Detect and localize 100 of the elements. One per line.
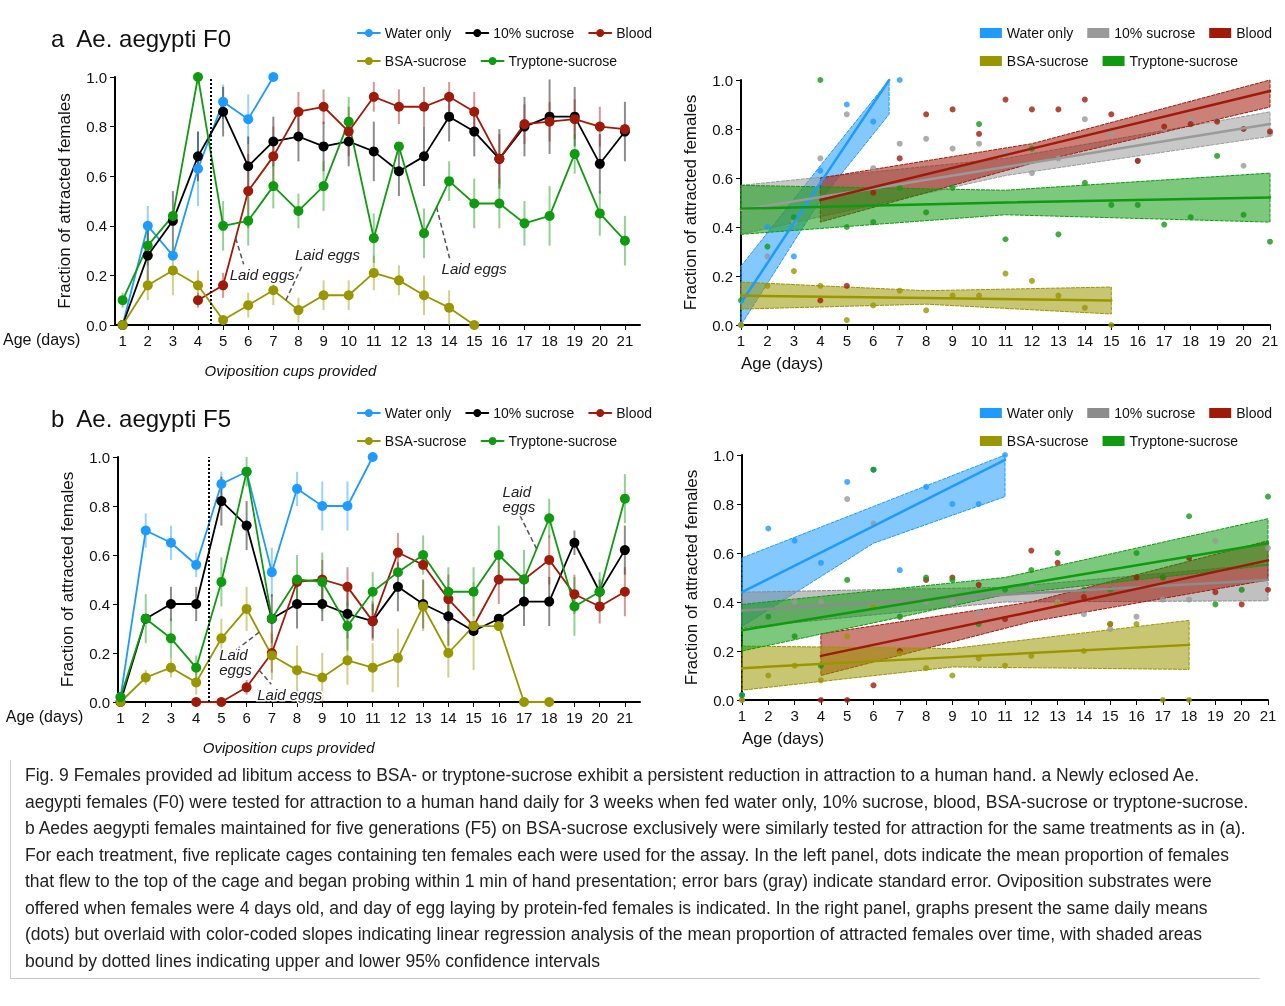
y-tick-label: 0.6 [89,546,110,564]
annotation: Laid eggs [294,245,361,263]
x-tick-label: 12 [389,709,407,726]
x-tick-label: 20 [1233,707,1251,724]
x-tick-label: 1 [737,707,747,724]
x-tick-label: 21 [616,332,634,349]
x-tick-label: 6 [869,707,878,724]
y-tick-label: 0.4 [712,218,733,236]
x-tick-label: 11 [364,709,381,726]
x-tick-label: 16 [491,332,508,349]
legend-label: BSA-sucrose [384,433,467,449]
x-tick-label: 18 [541,332,558,349]
x-tick-label: 10 [339,709,356,726]
legend-label: BSA-sucrose [1006,53,1089,69]
y-tick-label: 0.0 [713,691,734,709]
x-tick-label: 7 [267,709,276,726]
x-tick-label: 11 [997,332,1014,349]
x-tick-label: 15 [1102,332,1120,349]
x-tick-label: 3 [789,332,799,349]
x-tick-label: 15 [465,332,483,349]
x-tick-label: 7 [895,332,904,349]
caption: Fig. 9 Females provided ad libitum access to BSA- or tryptone-sucrose exhibit a persistent reduction in attraction to a human hand. a Newly eclosed Ae. aegypti females (F0) were tested for attraction to a human hand daily for 3 weeks when fed water only, 10% sucrose, blood, BSA-sucrose or tryptone-sucrose. b Aedes aegypti females maintained for five generations (F5) on BSA-sucrose exclusively were similarly tested for attraction for the same treatments as in (a). For each treatment, five replicate cages containing ten females each were used for the assay. In the left panel, dots indicate the mean proportion of females that flew to the top of the cage and began probing within 1 min of hand presentation; error bars (gray) indicate standard error. Oviposition substrates were offered when females were 4 days old, and day of egg laying by protein-fed females is indicated. In the right panel, graphs present the same daily means (dots) but overlaid with color-coded slopes indicating linear regression analysis of the mean proportion of attracted females over time, with shaded areas bound by dotted lines indicating upper and lower 95% confidence intervals [10,760,1260,979]
x-tick-label: 19 [1208,332,1226,349]
chart-title: a Ae. aegypti F0 [51,24,232,52]
y-tick-label: 0.2 [86,266,108,284]
legend-label: 10% sucrose [493,25,575,41]
x-tick-label: 20 [1235,332,1252,349]
legend-label: Blood [616,25,653,41]
annotation: Laid eggs [229,265,296,283]
legend-label: 10% sucrose [1114,405,1196,421]
x-tick-label: 16 [1128,707,1145,724]
legend-label: BSA-sucrose [384,53,467,69]
y-tick-label: 1.0 [713,446,734,464]
x-tick-label: 4 [193,332,203,349]
y-tick-label: 1.0 [86,68,108,86]
y-tick-label: 1.0 [712,71,733,89]
annotation: Laid eggs [502,482,536,515]
x-tick-label: 19 [566,709,583,726]
x-tick-label: 10 [340,332,358,349]
legend-label: Water only [384,405,452,421]
y-tick-label: 0.8 [713,495,734,513]
x-tick-label: 5 [843,707,852,724]
y-tick-label: 0.2 [713,642,734,660]
x-tick-label: 21 [1259,707,1277,724]
x-tick-label: 14 [1076,332,1094,349]
y-tick-label: 0.2 [712,267,733,285]
legend-label: Water only [1006,405,1074,421]
legend-label: Blood [616,405,653,421]
annotation: Laid eggs [257,685,323,703]
y-tick-label: 0.0 [89,693,110,711]
x-tick-label: 14 [1075,707,1093,724]
x-tick-label: 21 [616,709,634,726]
x-tick-label: 6 [242,709,251,726]
x-tick-label: 13 [414,709,432,726]
y-tick-label: 1.0 [89,448,110,466]
x-axis-title: Age (days) [2,330,81,348]
x-axis-title: Age (days) [5,707,84,725]
x-tick-label: 15 [1101,707,1119,724]
x-tick-label: 17 [516,332,533,349]
x-tick-label: 8 [921,707,931,724]
x-tick-label: 20 [591,332,609,349]
x-tick-label: 17 [515,709,533,726]
x-tick-label: 10 [970,707,988,724]
legend-label: Water only [1006,25,1074,41]
x-tick-label: 9 [319,332,328,349]
x-tick-label: 6 [869,332,878,349]
y-axis-title: Fraction of attracted females [58,471,77,688]
x-tick-label: 7 [269,332,278,349]
x-tick-label: 7 [895,707,904,724]
y-tick-label: 0.4 [86,217,108,235]
legend-label: Tryptone-sucrose [1129,433,1239,449]
x-tick-label: 20 [591,709,608,726]
x-tick-label: 5 [218,332,228,349]
x-tick-label: 14 [440,709,457,726]
x-tick-label: 16 [490,709,508,726]
x-tick-label: 11 [997,707,1013,724]
x-tick-label: 14 [440,332,458,349]
x-tick-label: 4 [816,332,825,349]
y-tick-label: 0.4 [713,593,734,611]
x-tick-label: 2 [763,332,772,349]
x-tick-label: 21 [1261,332,1279,349]
x-tick-label: 12 [1022,707,1040,724]
y-axis-title: Fraction of attracted females [55,93,75,309]
legend-label: Blood [1236,25,1273,41]
x-tick-label: 9 [948,332,957,349]
y-tick-label: 0.0 [712,316,733,334]
x-tick-label: 15 [465,709,482,726]
x-tick-label: 10 [970,332,988,349]
x-tick-label: 8 [292,709,302,726]
annotation: Laid eggs [441,259,508,277]
x-tick-label: 2 [143,332,152,349]
x-tick-label: 8 [294,332,303,349]
x-tick-label: 18 [1180,707,1198,724]
x-tick-label: 2 [764,707,773,724]
ref-line-label: Oviposition cups provided [204,362,377,379]
x-tick-label: 19 [1207,707,1224,724]
x-tick-label: 9 [318,709,327,726]
legend-label: 10% sucrose [493,405,575,421]
x-tick-label: 5 [217,709,226,726]
x-tick-label: 8 [921,332,931,349]
